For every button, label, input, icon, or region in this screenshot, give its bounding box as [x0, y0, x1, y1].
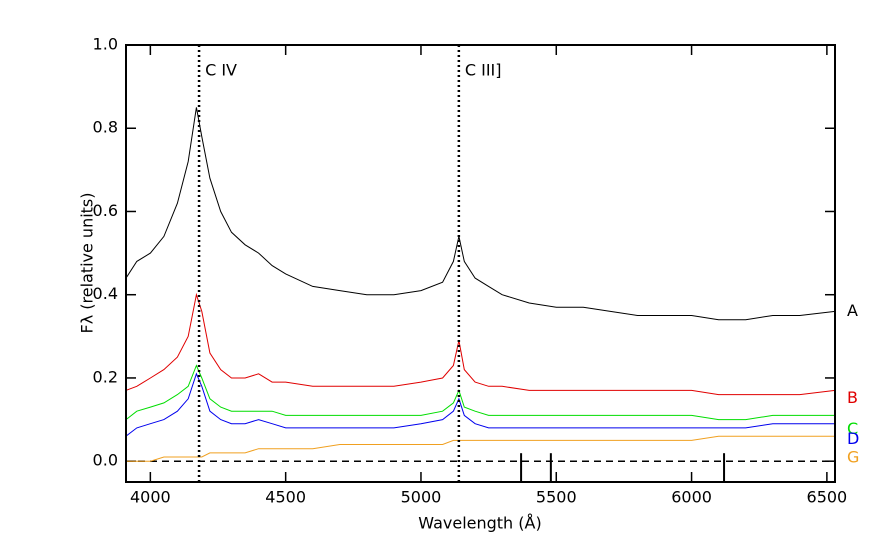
- spectrum-line: [125, 372, 835, 437]
- x-tick-label: 5000: [401, 488, 442, 507]
- y-tick-label: 0.4: [93, 284, 118, 303]
- legend-label: C: [847, 419, 858, 438]
- y-tick-label: 0.2: [93, 367, 118, 386]
- emission-line-label: C III]: [465, 61, 502, 80]
- spectrum-line: [125, 107, 836, 321]
- x-tick-label: 6000: [671, 488, 712, 507]
- x-tick-label: 4500: [265, 488, 306, 507]
- y-tick-label: 0.0: [93, 451, 118, 470]
- y-axis-label: Fλ (relative units): [78, 192, 97, 333]
- spectrum-line: [125, 364, 835, 421]
- spectrum-line: [126, 435, 835, 462]
- y-tick-label: 0.8: [93, 118, 118, 137]
- plot-frame: [125, 44, 836, 483]
- legend-label: B: [847, 388, 858, 407]
- x-tick-label: 4000: [130, 488, 171, 507]
- legend-label: A: [847, 301, 858, 320]
- x-axis-label: Wavelength (Å): [418, 514, 541, 533]
- legend-label: G: [847, 448, 859, 467]
- x-tick-label: 6500: [807, 488, 848, 507]
- x-tick-label: 5500: [536, 488, 577, 507]
- legend-label: D: [847, 429, 859, 448]
- emission-line-label: C IV: [205, 61, 237, 80]
- y-tick-label: 0.6: [93, 201, 118, 220]
- spectrum-line: [125, 292, 836, 396]
- y-tick-label: 1.0: [93, 35, 118, 54]
